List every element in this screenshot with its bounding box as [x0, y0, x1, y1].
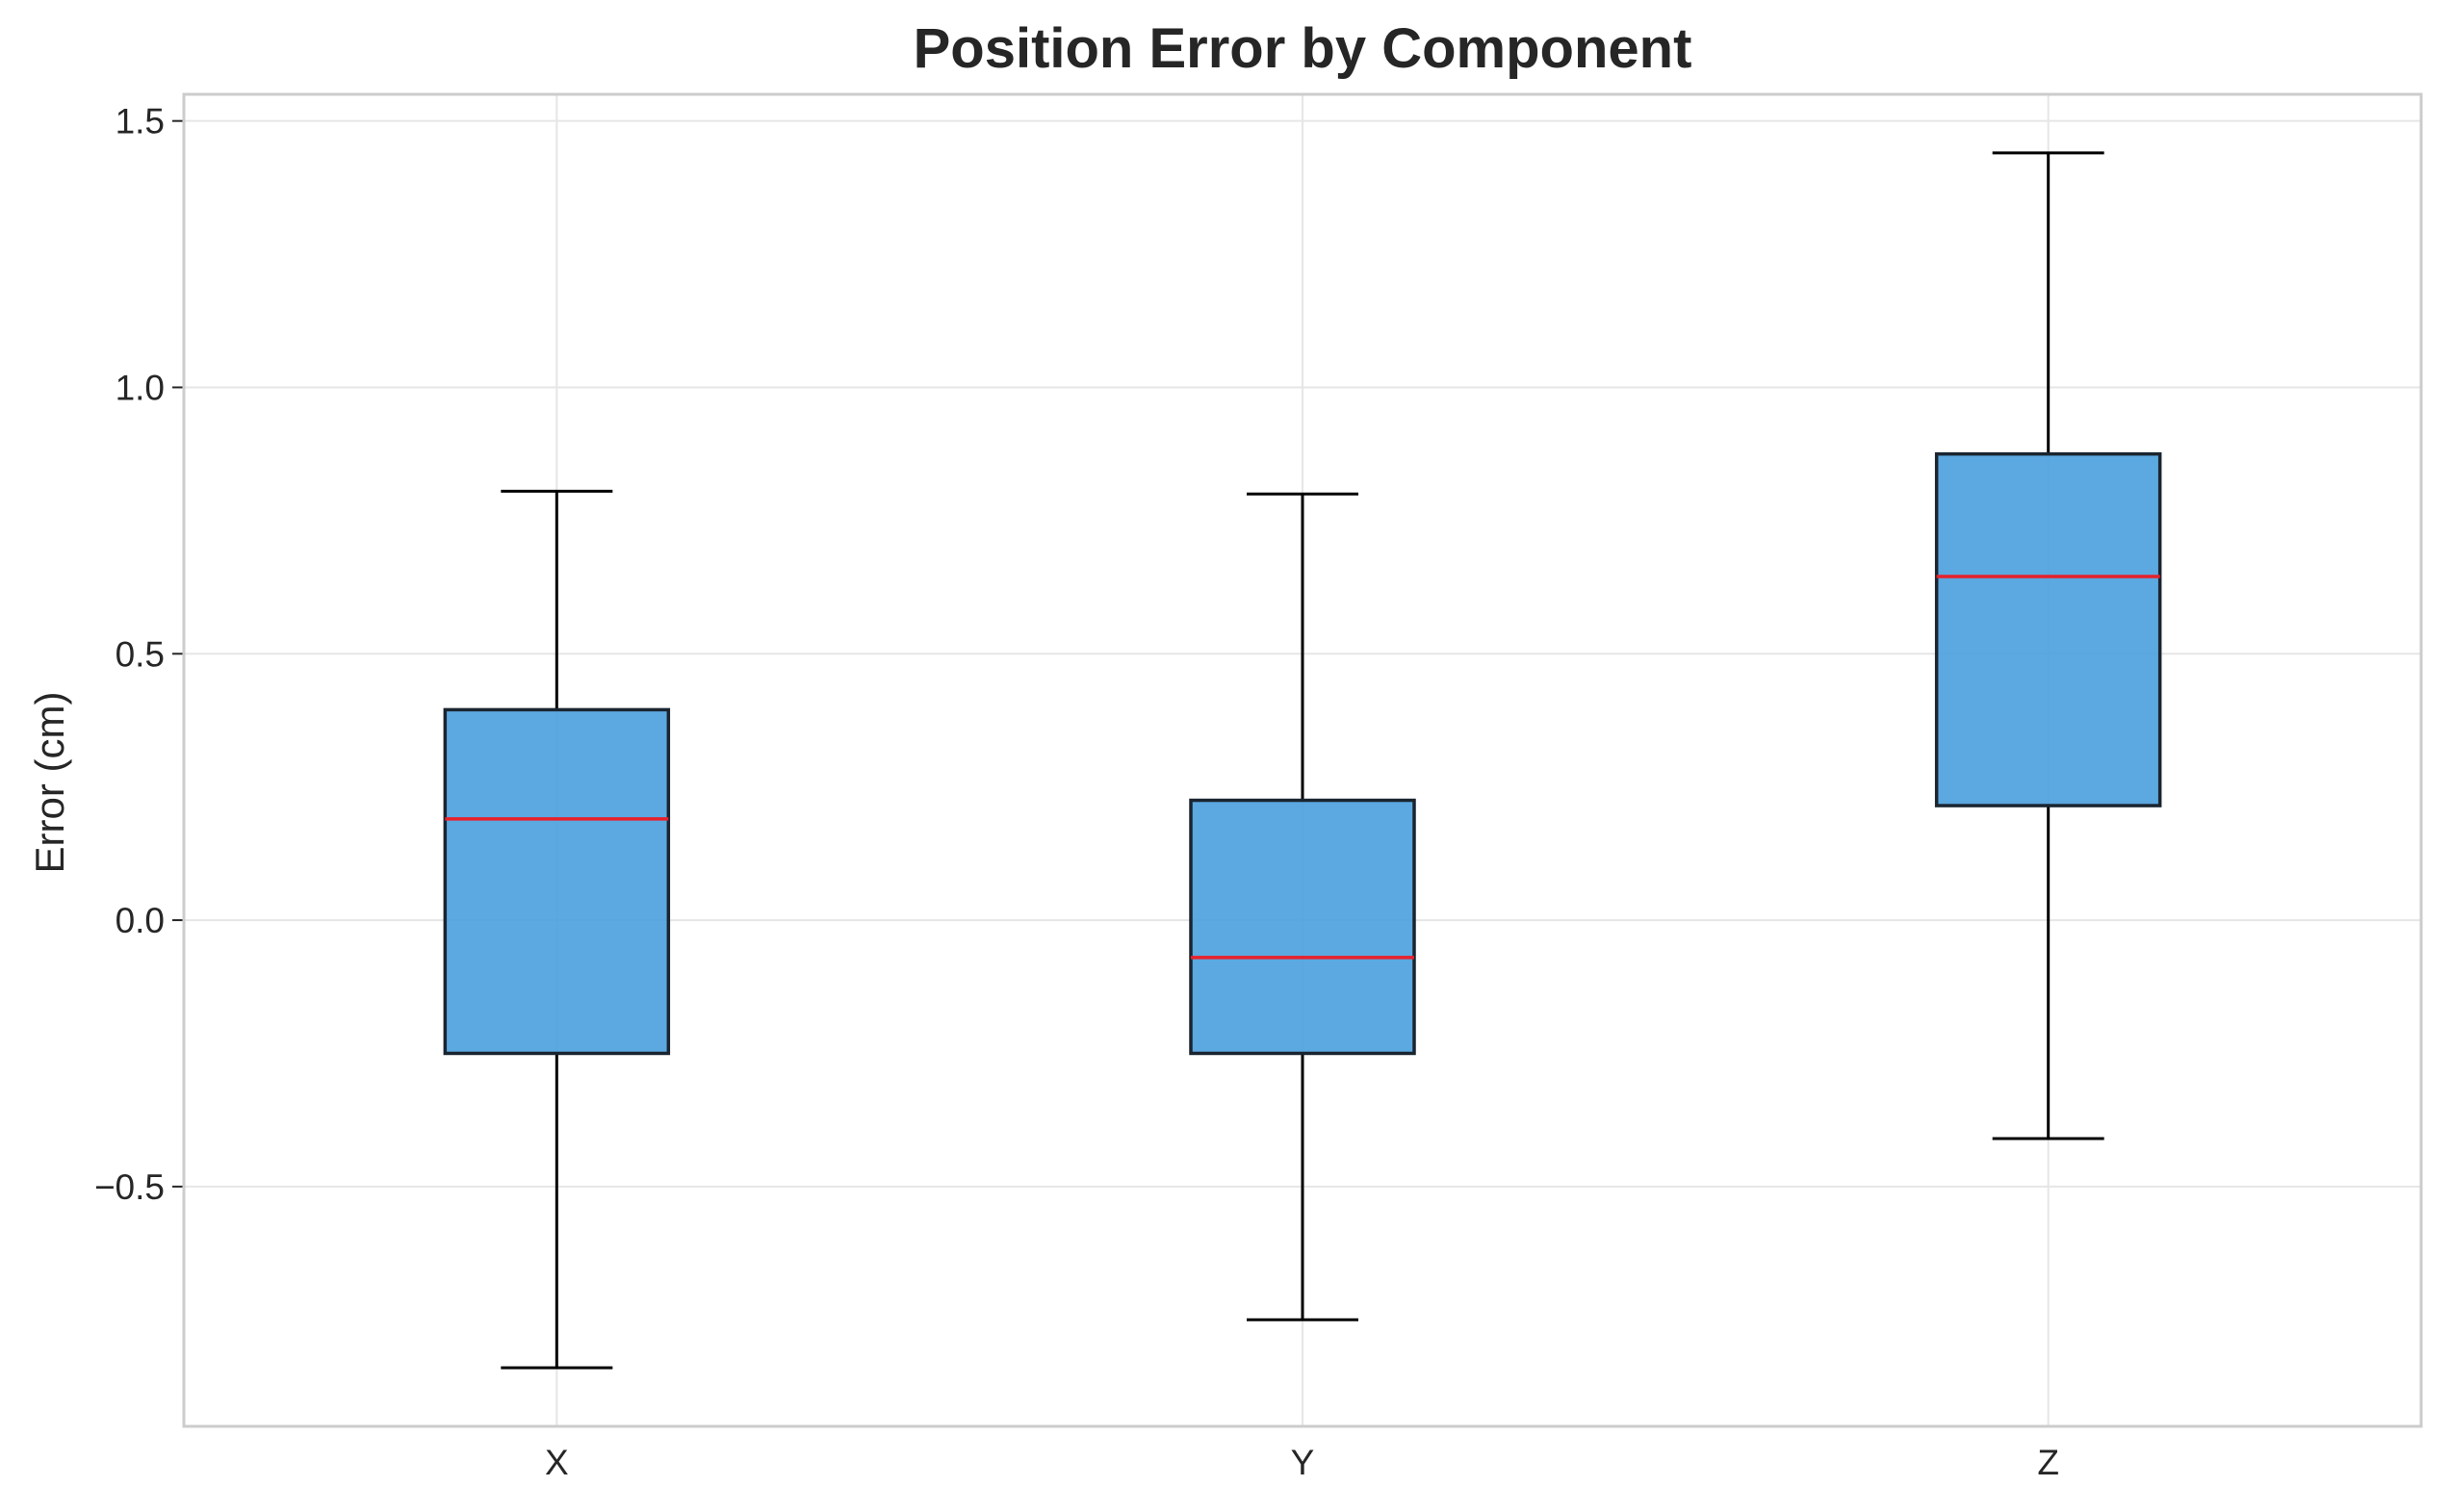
y-tick-label: 0.5 — [116, 634, 165, 674]
box-y — [1189, 492, 1416, 1321]
y-tick-label: 0.0 — [116, 901, 165, 940]
x-tick-label: X — [545, 1443, 569, 1482]
x-tick-label: Y — [1291, 1443, 1315, 1482]
iqr-box — [1189, 798, 1416, 1056]
chart-title: Position Error by Component — [914, 17, 1692, 80]
iqr-box — [443, 707, 671, 1056]
y-tick-label: 1.5 — [116, 102, 165, 141]
iqr-box — [1934, 451, 2162, 807]
y-tick-label: −0.5 — [94, 1167, 165, 1207]
x-axis-ticks: X Y Z — [545, 1443, 2059, 1482]
y-tick-label: 1.0 — [116, 368, 165, 407]
plot-frame — [182, 92, 2423, 1428]
box-z — [1934, 151, 2162, 1140]
y-axis-ticks: −0.5 0.0 0.5 1.0 1.5 — [94, 102, 184, 1207]
x-tick-label: Z — [2037, 1443, 2059, 1482]
boxes — [443, 151, 2162, 1370]
y-axis-label: Error (cm) — [27, 692, 72, 874]
box-x — [443, 489, 671, 1370]
